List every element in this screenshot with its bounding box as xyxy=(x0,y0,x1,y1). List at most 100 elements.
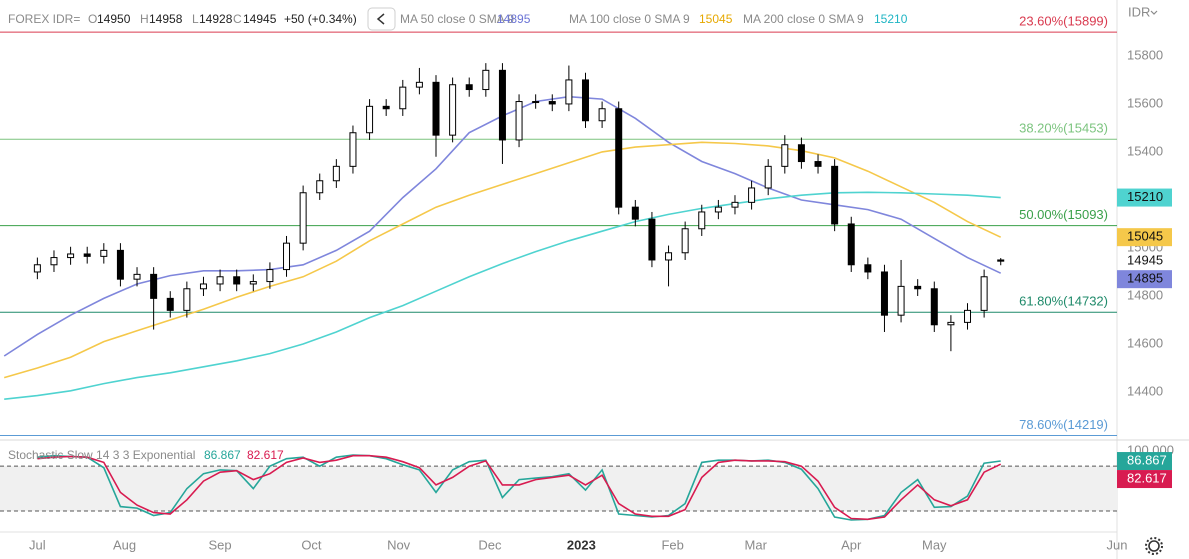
close-value: 14945 xyxy=(243,12,277,26)
candle-body xyxy=(50,257,58,266)
x-tick-label: Nov xyxy=(387,537,411,552)
candle-body xyxy=(432,81,440,136)
candle-body xyxy=(864,264,872,273)
currency-chevron[interactable] xyxy=(1150,10,1158,15)
price-tag-label: 14895 xyxy=(1127,271,1163,286)
candle-body xyxy=(515,101,523,141)
candle-body xyxy=(332,165,340,182)
candle-body xyxy=(897,285,905,316)
settings-icon[interactable] xyxy=(1145,537,1163,555)
x-tick-label: Aug xyxy=(113,537,136,552)
x-tick-label: Apr xyxy=(841,537,862,552)
price-tag xyxy=(1117,188,1172,207)
indicator-value: 86.867 xyxy=(204,448,241,462)
candle-body xyxy=(997,259,1005,262)
stochastic-line xyxy=(37,454,1001,521)
candle-body xyxy=(781,144,789,167)
candle-body xyxy=(930,288,938,326)
candle-body xyxy=(166,297,174,311)
x-tick-label: Jul xyxy=(29,537,46,552)
settings-teeth xyxy=(1145,537,1163,555)
overlay-layer: FOREX IDR= O 14950 H 14958 L 14928 C 149… xyxy=(8,4,1174,555)
candle-body xyxy=(150,273,158,299)
candle-body xyxy=(698,211,706,230)
indicator-tag xyxy=(1117,452,1172,471)
plot-layer: 23.60%(15899) 38.20%(15453) 50.00%(15093) 6… xyxy=(0,14,1117,521)
candle-body xyxy=(33,264,41,273)
price-tag-label: 15045 xyxy=(1127,229,1163,244)
candle-body xyxy=(83,253,91,257)
y-tick-label: 14400 xyxy=(1127,383,1163,398)
x-tick-label: Mar xyxy=(745,537,768,552)
candle-body xyxy=(764,165,772,189)
candle-body xyxy=(980,276,988,311)
settings-gear xyxy=(1148,540,1160,552)
candle-body xyxy=(914,285,922,290)
indicator-value: 82.617 xyxy=(247,448,284,462)
low-label: L xyxy=(192,12,199,26)
collapse-icon xyxy=(376,13,385,25)
ma-legend: MA 200 close 0 SMA 9 xyxy=(743,12,864,26)
x-tick-label: Dec xyxy=(478,537,502,552)
candle-body xyxy=(349,132,357,167)
x-tick-label: Jun xyxy=(1107,537,1128,552)
candle-body xyxy=(183,288,191,311)
y-tick-label: 14600 xyxy=(1127,335,1163,350)
candle-body xyxy=(831,165,839,225)
indicator-tag-label: 82.617 xyxy=(1127,470,1167,485)
y-tick-label: 14800 xyxy=(1127,287,1163,302)
indicator-tag-label: 86.867 xyxy=(1127,452,1167,467)
candle-body xyxy=(199,283,207,290)
candle-body xyxy=(731,201,739,208)
y-tick-label: 15600 xyxy=(1127,95,1163,110)
candle-body xyxy=(581,79,589,122)
stochastic-line xyxy=(37,454,1002,521)
x-tick-label: Oct xyxy=(301,537,322,552)
candle-body xyxy=(465,84,473,91)
candle-body xyxy=(548,101,556,105)
price-tag-label: 14945 xyxy=(1127,253,1163,268)
candle-body xyxy=(748,187,756,203)
ma-legend-value: 14895 xyxy=(497,12,531,26)
ma-legend: MA 50 close 0 SMA 9 xyxy=(400,12,514,26)
candle-body xyxy=(814,161,822,167)
candle-body xyxy=(266,269,274,283)
candle-body xyxy=(648,218,656,261)
candle-body xyxy=(366,105,374,134)
candle-body xyxy=(216,276,224,285)
candle-body xyxy=(947,321,955,326)
open-value: 14950 xyxy=(97,12,131,26)
candle-body xyxy=(880,271,888,316)
price-tag-label: 15210 xyxy=(1127,189,1163,204)
indicator-title: Stochastic Slow 14 3 3 Exponential xyxy=(8,448,195,462)
candle-body xyxy=(631,206,639,220)
x-tick-label: Feb xyxy=(661,537,683,552)
candle-body xyxy=(316,180,324,194)
candle-body xyxy=(532,101,540,104)
low-value: 14928 xyxy=(199,12,233,26)
indicator-tag xyxy=(1117,470,1172,489)
symbol: FOREX IDR= xyxy=(8,12,80,26)
candle-body xyxy=(415,81,423,88)
collapse-button[interactable] xyxy=(367,7,396,31)
fib-label: 50.00%(15093) xyxy=(1019,207,1108,222)
candle-body xyxy=(665,252,673,261)
candle-body xyxy=(249,281,257,285)
candle-body xyxy=(116,249,124,280)
ma-legend-value: 15045 xyxy=(699,12,733,26)
fib-label: 38.20%(15453) xyxy=(1019,121,1108,136)
x-tick-label: May xyxy=(922,537,947,552)
candle-body xyxy=(299,192,307,244)
candle-body xyxy=(714,206,722,213)
candle-body xyxy=(615,108,623,208)
y-tick-label: 15800 xyxy=(1127,47,1163,62)
y-tick-label: 15400 xyxy=(1127,143,1163,158)
x-tick-label: 2023 xyxy=(567,537,596,552)
candle-body xyxy=(565,79,573,105)
high-label: H xyxy=(140,12,149,26)
ma-legend-value: 15210 xyxy=(874,12,908,26)
candle-body xyxy=(233,276,241,285)
high-value: 14958 xyxy=(149,12,183,26)
x-tick-label: Sep xyxy=(209,537,232,552)
open-label: O xyxy=(88,12,97,26)
